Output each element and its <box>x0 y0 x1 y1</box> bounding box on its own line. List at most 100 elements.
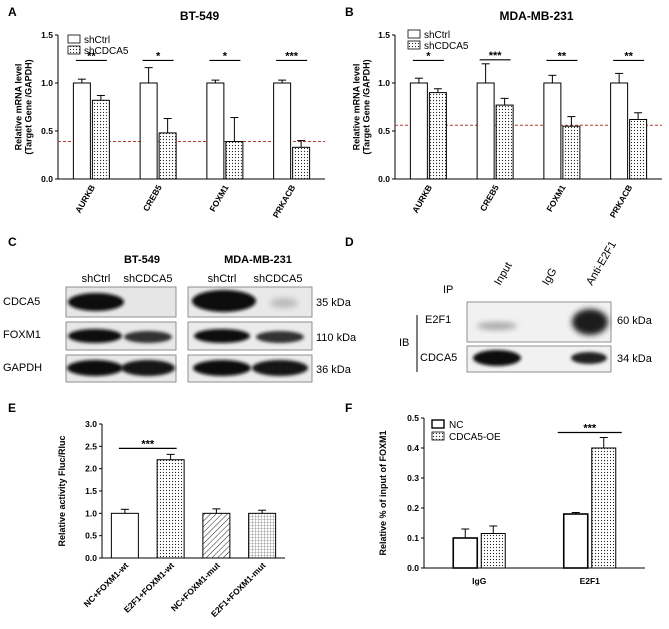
y-tick-label: 2.0 <box>85 464 97 474</box>
wb-size-label: 35 kDa <box>316 297 352 309</box>
significance-label: ** <box>87 50 96 62</box>
significance-label: * <box>223 50 228 62</box>
wb-band <box>121 360 175 376</box>
significance-label: * <box>156 50 161 62</box>
bar <box>428 92 447 180</box>
coip-protein-label: CDCA5 <box>420 352 457 364</box>
y-tick-label: 1.0 <box>41 78 53 88</box>
y-tick-label: 2.5 <box>85 441 97 451</box>
wb-condition-label: shCDCA5 <box>124 273 173 285</box>
coip-lane-label: IgG <box>540 266 559 287</box>
wb-condition-label: shCtrl <box>82 273 111 285</box>
bar <box>562 125 581 180</box>
legend-swatch <box>431 419 445 429</box>
bar <box>91 99 110 180</box>
legend-label: shCtrl <box>84 35 110 46</box>
significance-label: *** <box>141 438 155 450</box>
wb-protein-label: FOXM1 <box>3 329 41 341</box>
y-tick-label: 0.3 <box>407 473 419 483</box>
y-tick-label: 0.0 <box>85 553 97 563</box>
bar <box>139 82 158 180</box>
x-tick-label: FOXM1 <box>544 183 567 214</box>
bar <box>158 132 177 180</box>
chart-panel-a: 0.0 0.5 1.0 1.5 Relative mRNA level(Target G… <box>13 9 325 220</box>
wb-protein-label: CDCA5 <box>3 296 40 308</box>
y-tick-label: 0.4 <box>407 443 419 453</box>
panel-label-f: F <box>345 401 352 415</box>
chart-title: BT-549 <box>180 9 220 23</box>
x-tick-label: IgG <box>472 576 487 586</box>
bar <box>156 459 185 559</box>
co-ip-panel: IP Input IgG Anti-E2F1 IB E2F1 60 kDa CD… <box>399 239 653 373</box>
legend-swatch <box>407 40 421 50</box>
coip-lane-label: Input <box>492 260 515 287</box>
y-tick-label: 1.5 <box>41 30 53 40</box>
y-tick-label: 0.1 <box>407 533 419 543</box>
significance-label: *** <box>489 50 503 62</box>
panel-label-e: E <box>8 401 16 415</box>
significance-label: * <box>426 50 431 62</box>
significance-label: ** <box>624 50 633 62</box>
wb-band <box>124 331 172 343</box>
y-tick-label: 0.5 <box>41 126 53 136</box>
x-tick-label: AURKB <box>73 183 97 215</box>
y-tick-label: 0.5 <box>407 413 419 423</box>
x-tick-label: FOXM1 <box>207 183 230 214</box>
significance-label: *** <box>583 423 597 435</box>
bar <box>452 537 479 569</box>
western-blot-panel: BT-549 MDA-MB-231 shCtrl shCDCA5 shCtrl … <box>3 254 357 383</box>
bar <box>292 146 311 180</box>
bar <box>591 447 617 569</box>
coip-ib-label: IB <box>399 337 409 349</box>
coip-lane-label: Anti-E2F1 <box>584 239 619 287</box>
bar <box>610 82 629 180</box>
bar <box>225 141 244 180</box>
y-axis-label: Relative mRNA level(Target Gene /GAPDH) <box>351 59 371 154</box>
coip-band <box>477 322 517 330</box>
y-tick-label: 1.5 <box>85 486 97 496</box>
bar <box>202 512 231 559</box>
legend-label: shCDCA5 <box>424 41 469 52</box>
y-tick-label: 0.0 <box>41 174 53 184</box>
wb-cell-line-bt549: BT-549 <box>124 254 160 266</box>
wb-band <box>194 329 250 343</box>
y-tick-label: 0.2 <box>407 503 419 513</box>
coip-ip-label: IP <box>443 284 453 296</box>
panel-label-a: A <box>8 5 17 19</box>
panel-label-c: C <box>8 235 17 249</box>
wb-band <box>270 298 298 308</box>
y-tick-label: 0.0 <box>378 174 390 184</box>
wb-band <box>67 360 123 376</box>
legend-label: shCtrl <box>424 30 450 41</box>
coip-band <box>572 309 608 335</box>
coip-size-label: 34 kDa <box>617 353 653 365</box>
legend-label: CDCA5-OE <box>449 432 501 443</box>
panel-label-d: D <box>345 235 354 249</box>
chart-panel-b: 0.0 0.5 1.0 1.5 Relative mRNA level(Target G… <box>351 9 662 220</box>
wb-condition-label: shCtrl <box>208 273 237 285</box>
bar <box>110 512 139 559</box>
coip-band <box>571 352 607 364</box>
y-axis-label: Relative % of input of FOXM1 <box>378 430 388 555</box>
x-tick-label: E2F1 <box>580 576 601 586</box>
bar <box>248 512 277 559</box>
x-tick-label: PRKACB <box>608 183 635 220</box>
wb-band <box>68 293 124 311</box>
bar <box>495 104 514 180</box>
chart-panel-f: 0.0 0.1 0.2 0.3 0.4 0.5 Relative % of input of… <box>378 413 645 586</box>
legend-swatch <box>67 45 81 55</box>
wb-condition-label: shCDCA5 <box>254 273 303 285</box>
y-tick-label: 1.5 <box>378 30 390 40</box>
legend-swatch <box>67 34 81 44</box>
bar <box>543 82 562 180</box>
wb-band <box>192 290 256 312</box>
bar <box>72 82 91 180</box>
significance-label: *** <box>285 50 299 62</box>
wb-size-label: 36 kDa <box>316 364 352 376</box>
bar <box>206 82 225 180</box>
x-tick-label: NC+FOXM1-wt <box>82 560 131 609</box>
x-tick-label: CREB5 <box>478 183 501 213</box>
bar <box>480 533 506 569</box>
bar <box>409 82 428 180</box>
